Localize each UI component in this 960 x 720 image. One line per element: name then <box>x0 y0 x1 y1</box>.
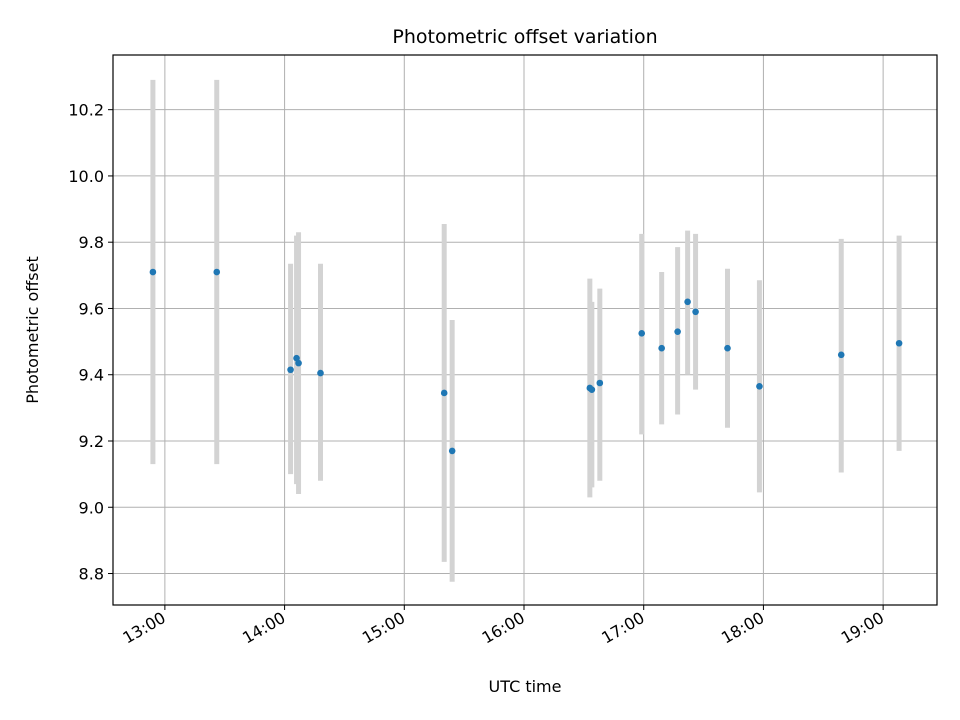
data-point <box>837 351 845 359</box>
chart-title: Photometric offset variation <box>392 26 657 48</box>
data-point <box>213 268 221 276</box>
x-axis-label: UTC time <box>489 677 562 696</box>
data-point <box>293 354 300 362</box>
data-point <box>440 389 448 397</box>
data-point <box>596 379 604 387</box>
y-tick-label: 8.8 <box>79 565 104 584</box>
data-point <box>895 339 903 347</box>
data-point <box>658 344 665 352</box>
data-point <box>287 366 294 374</box>
data-points <box>149 268 903 455</box>
y-tick-label: 10.0 <box>68 167 104 186</box>
data-point <box>674 328 681 335</box>
data-point <box>448 447 456 455</box>
data-point <box>692 308 699 316</box>
y-tick-label: 9.0 <box>79 498 104 517</box>
data-point <box>724 344 731 352</box>
data-point <box>149 268 157 276</box>
y-tick-label: 9.2 <box>79 432 104 451</box>
data-point <box>756 383 763 390</box>
y-tick-label: 9.4 <box>79 366 104 385</box>
y-tick-label: 10.2 <box>68 101 104 120</box>
plot-frame <box>112 54 938 606</box>
data-point <box>684 298 691 306</box>
data-point <box>638 330 646 337</box>
y-tick-label: 9.8 <box>79 233 104 252</box>
data-point <box>588 386 596 393</box>
data-point <box>295 359 302 367</box>
data-point <box>317 369 324 377</box>
y-axis-label: Photometric offset <box>23 256 42 404</box>
y-tick-label: 9.6 <box>79 299 104 318</box>
y-axis-ticks: 8.8 9.0 9.2 9.4 9.6 9.8 10.0 10.2 <box>68 101 113 584</box>
